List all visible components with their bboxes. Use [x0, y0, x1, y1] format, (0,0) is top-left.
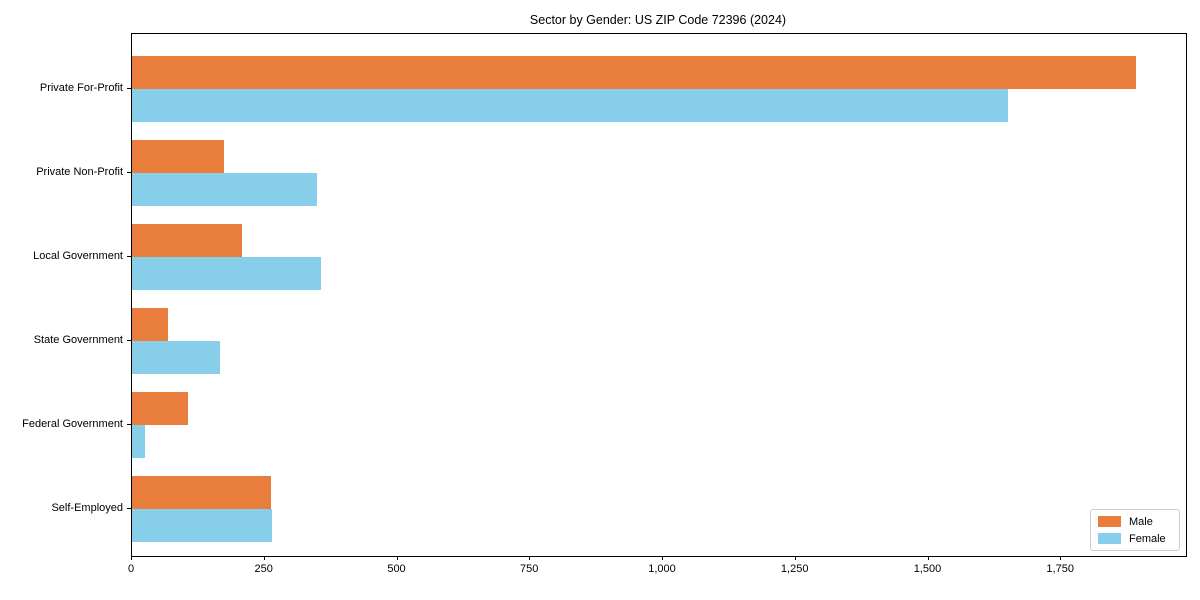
xtick-mark-250 [263, 556, 265, 560]
xtick-label-1,500: 1,500 [913, 563, 942, 575]
bar-male-private-for-profit [132, 56, 1136, 89]
ytick-mark-local-government [127, 256, 131, 257]
xtick-mark-500 [396, 556, 398, 560]
legend-label-male: Male [1129, 515, 1153, 528]
legend-item-male: Male [1098, 516, 1172, 528]
legend-swatch-male [1098, 516, 1121, 527]
bar-female-federal-government [132, 425, 146, 458]
xtick-label-500: 500 [387, 563, 406, 575]
bar-male-state-government [132, 308, 169, 341]
bar-male-private-non-profit [132, 140, 224, 173]
bar-female-private-non-profit [132, 173, 317, 206]
xtick-label-1,750: 1,750 [1046, 563, 1074, 575]
bar-female-state-government [132, 341, 221, 374]
legend: Male Female [1090, 509, 1180, 551]
ytick-label-local-government: Local Government [33, 250, 123, 262]
chart-title: Sector by Gender: US ZIP Code 72396 (202… [529, 13, 787, 27]
bar-male-federal-government [132, 392, 189, 425]
xtick-mark-1,000 [662, 556, 663, 560]
legend-item-female: Female [1098, 533, 1172, 545]
ytick-label-state-government: State Government [33, 334, 123, 346]
xtick-mark-1,750 [1060, 556, 1062, 560]
ytick-mark-self-employed [127, 508, 131, 509]
bar-female-self-employed [132, 509, 273, 542]
xtick-mark-750 [529, 556, 531, 560]
legend-swatch-female [1098, 533, 1121, 544]
xtick-label-1,250: 1,250 [780, 563, 809, 575]
bar-male-self-employed [132, 476, 272, 509]
ytick-mark-federal-government [127, 424, 131, 425]
ytick-mark-private-non-profit [127, 172, 131, 173]
xtick-label-0: 0 [127, 563, 135, 575]
ytick-label-federal-government: Federal Government [22, 418, 123, 430]
ytick-label-private-non-profit: Private Non-Profit [36, 166, 123, 178]
xtick-mark-1,250 [794, 556, 796, 560]
xtick-label-1,000: 1,000 [648, 563, 676, 575]
bar-female-private-for-profit [132, 89, 1009, 122]
bar-female-local-government [132, 257, 321, 290]
ytick-mark-state-government [127, 340, 131, 341]
ytick-label-private-for-profit: Private For-Profit [39, 82, 123, 94]
xtick-mark-1,500 [927, 556, 929, 560]
bar-male-local-government [132, 224, 242, 257]
xtick-mark-0 [131, 556, 132, 560]
ytick-label-self-employed: Self-Employed [51, 502, 123, 514]
xtick-label-750: 750 [520, 563, 539, 575]
legend-label-female: Female [1129, 532, 1166, 545]
xtick-label-250: 250 [254, 563, 273, 575]
plot-area [131, 33, 1187, 557]
ytick-mark-private-for-profit [127, 88, 131, 89]
